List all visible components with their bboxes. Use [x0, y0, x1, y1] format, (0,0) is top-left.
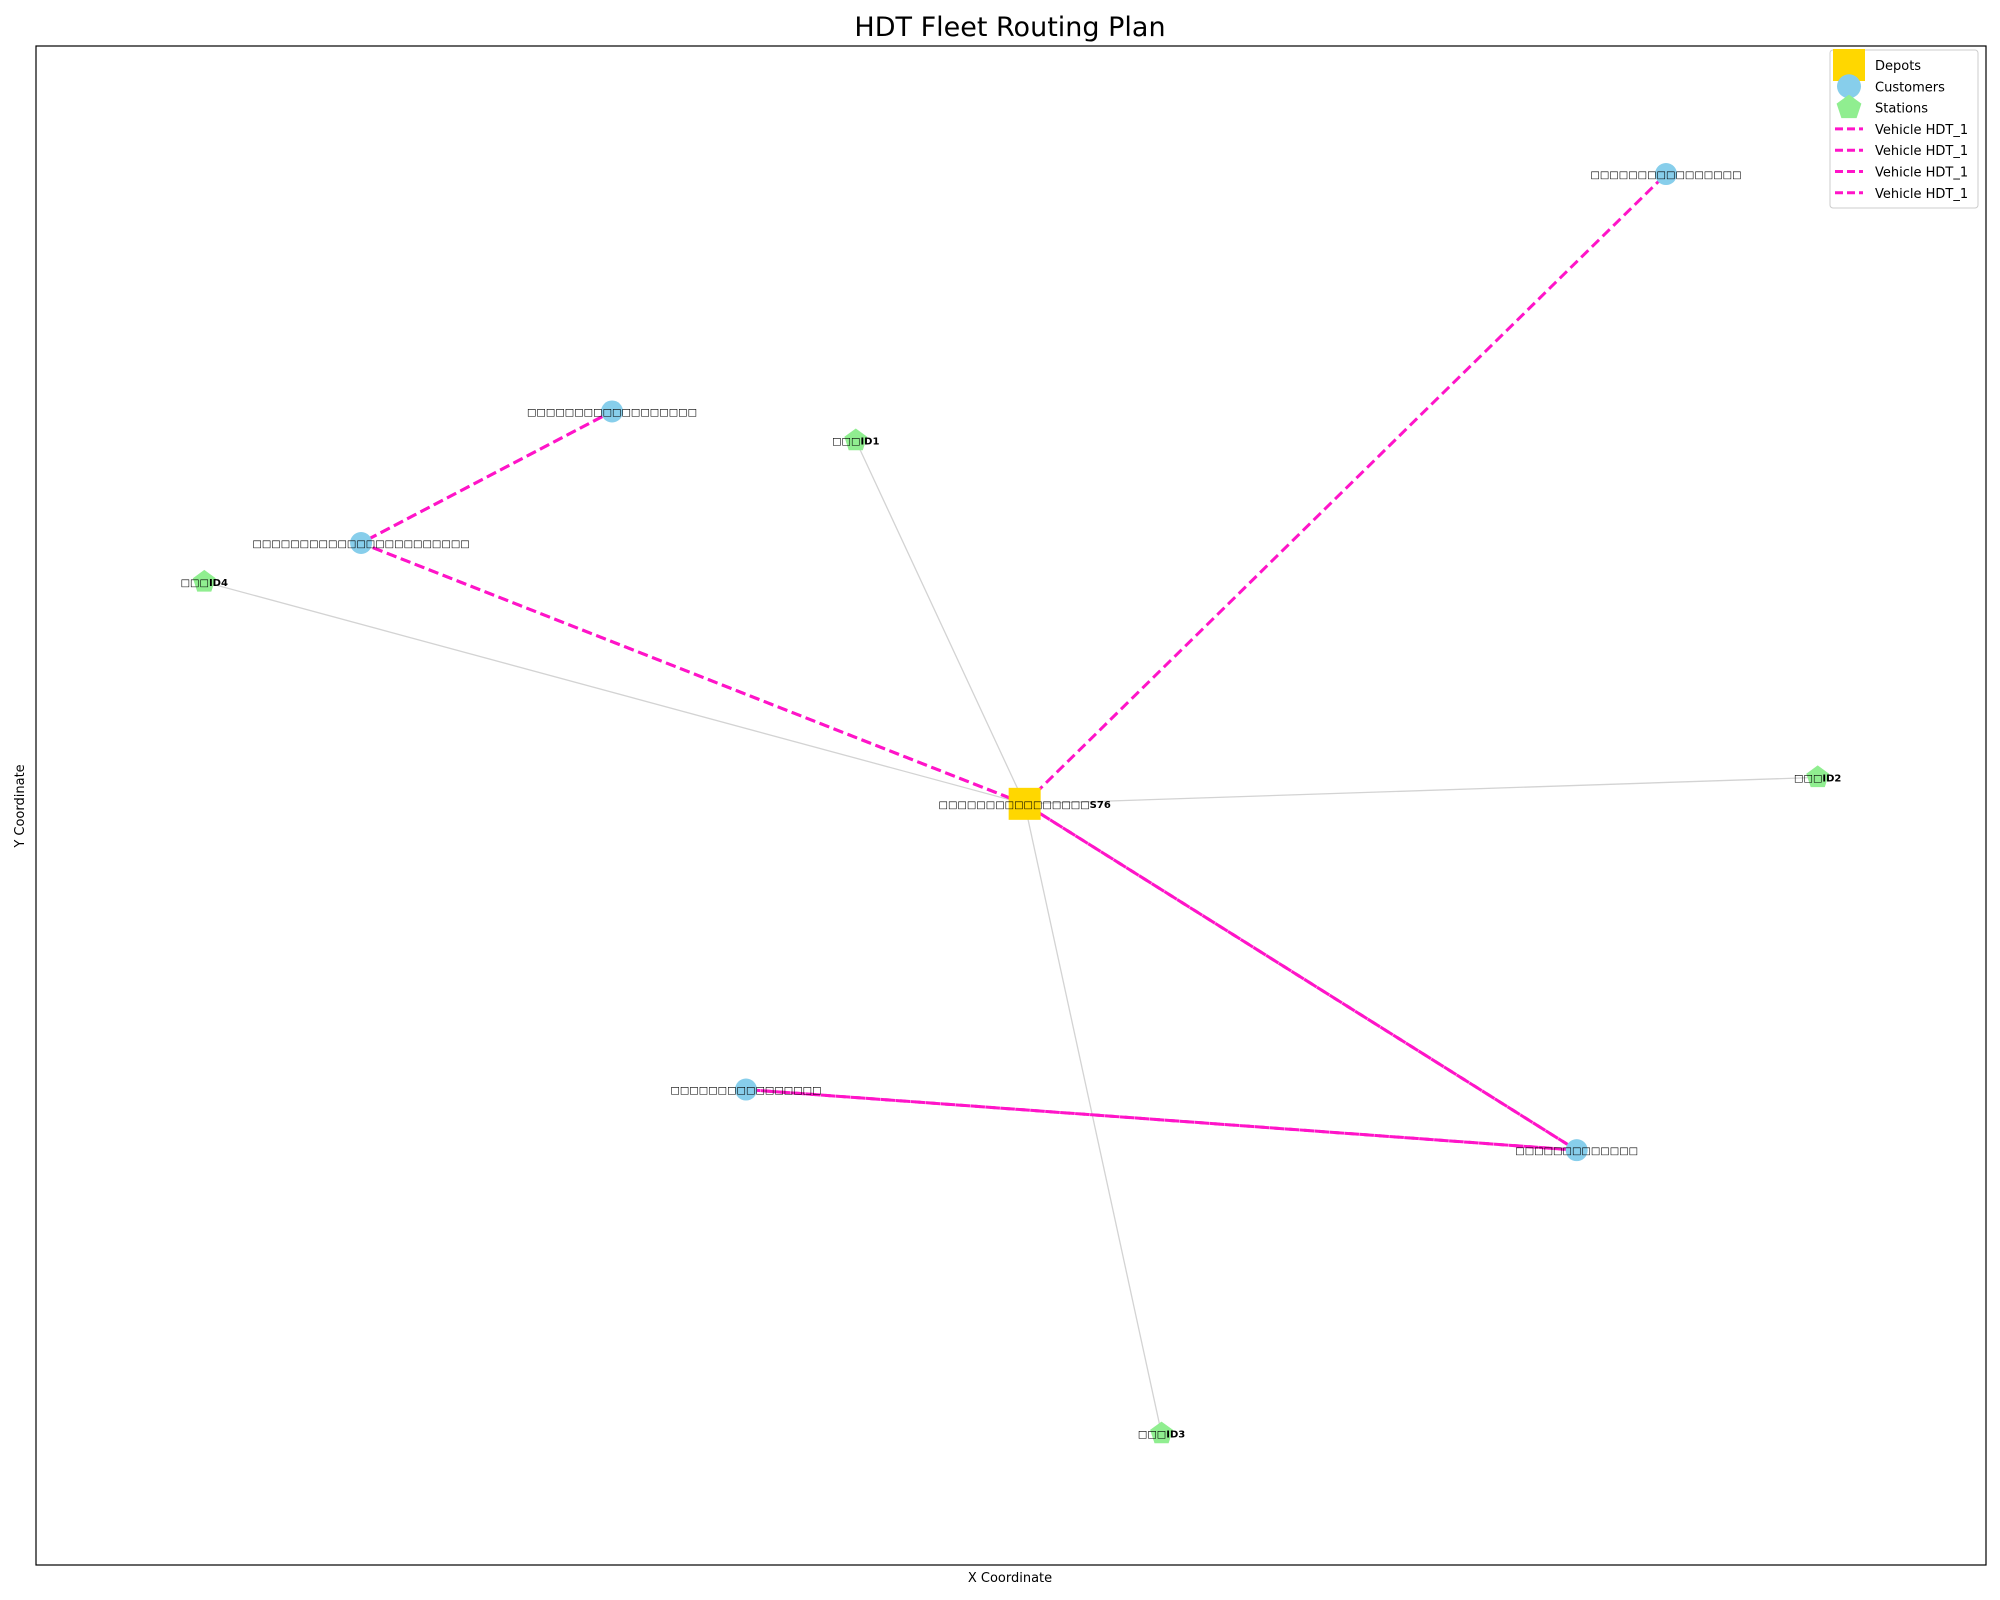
node-markers — [192, 163, 1830, 1444]
station-marker — [1806, 765, 1830, 788]
customer-marker — [350, 532, 373, 555]
station-marker — [192, 569, 216, 592]
legend-label: Depots — [1875, 59, 1921, 74]
node-labels: □□□ID1□□□ID2□□□ID3□□□ID4□□□□□□□□□□□□□□□□… — [181, 170, 1842, 1441]
vehicle-route-line — [357, 410, 1026, 806]
vehicle-route-line — [1023, 172, 1668, 805]
station-link-line — [1024, 776, 1818, 805]
depot-label: □□□□□□□□□□□□□□□□S76 — [939, 800, 1111, 811]
station-link-line — [855, 440, 1026, 805]
station-links — [204, 440, 1818, 1434]
legend-label: Stations — [1875, 102, 1928, 117]
station-marker — [844, 428, 868, 451]
legend-label: Vehicle HDT_1 — [1875, 187, 1968, 202]
vehicle-route-line — [357, 410, 1578, 1152]
customer-marker — [1655, 163, 1678, 186]
station-marker — [1150, 1421, 1173, 1444]
legend-label: Vehicle HDT_1 — [1875, 123, 1968, 138]
legend: Depots Customers Stations Vehicle HDT_1 Vehi… — [1829, 49, 1979, 209]
y-axis-label: Y Coordinate — [13, 764, 28, 848]
vehicle-routes — [357, 172, 1668, 1152]
customer-label: □□□□□□□□□□□□□□□□□□□□□□□ — [252, 539, 469, 550]
legend-label: Vehicle HDT_1 — [1875, 166, 1968, 181]
legend-label: Customers — [1875, 80, 1945, 95]
plot-frame — [35, 45, 1987, 1566]
station-label: □□□ID1 — [832, 436, 879, 447]
legend-box — [1829, 49, 1979, 209]
station-label: □□□ID2 — [1794, 773, 1841, 784]
customer-marker — [1565, 1139, 1588, 1162]
station-link-line — [204, 581, 1025, 805]
customer-label: □□□□□□□□□□□□□□□□ — [670, 1086, 821, 1097]
depot-marker — [1008, 787, 1041, 820]
customer-marker — [734, 1078, 757, 1101]
station-link-line — [1024, 803, 1163, 1434]
customer-marker — [601, 400, 624, 423]
x-axis-label: X Coordinate — [968, 1571, 1052, 1586]
chart-title: HDT Fleet Routing Plan — [854, 12, 1165, 43]
legend-label: Vehicle HDT_1 — [1875, 144, 1968, 159]
legend-station-swatch — [1836, 94, 1862, 119]
legend-customer-swatch — [1837, 74, 1861, 99]
station-label: □□□ID3 — [1138, 1430, 1185, 1441]
customer-label: □□□□□□□□□□□□□□□□ — [1590, 170, 1741, 181]
station-label: □□□ID4 — [181, 578, 228, 589]
customer-label: □□□□□□□□□□□□□ — [1515, 1146, 1638, 1157]
customer-label: □□□□□□□□□□□□□□□□□□ — [527, 407, 697, 418]
